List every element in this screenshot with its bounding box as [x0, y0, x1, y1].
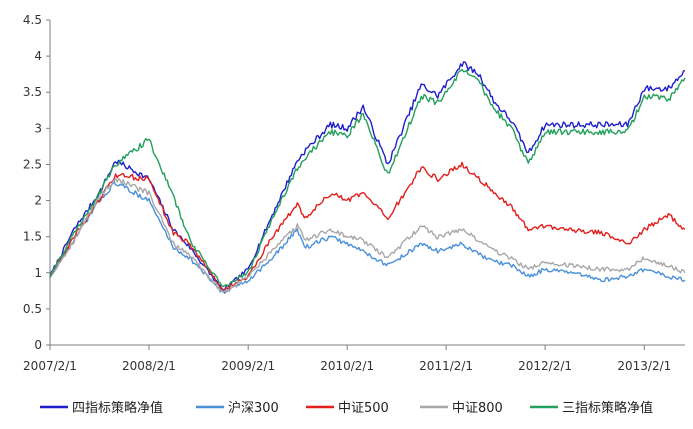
y-tick-label: 3.5 — [23, 85, 42, 99]
x-tick-label: 2013/2/1 — [617, 359, 671, 373]
x-tick-label: 2010/2/1 — [320, 359, 374, 373]
y-tick-label: 3 — [34, 121, 42, 135]
y-tick-label: 2.5 — [23, 157, 42, 171]
y-tick-label: 4.5 — [23, 13, 42, 27]
series-line — [49, 61, 686, 292]
chart-axes — [49, 20, 685, 346]
x-tick-label: 2011/2/1 — [419, 359, 473, 373]
x-tick-label: 2007/2/1 — [23, 359, 77, 373]
legend-label: 四指标策略净值 — [72, 400, 163, 416]
legend-label: 沪深300 — [228, 400, 279, 416]
series-line — [49, 177, 686, 293]
x-tick-label: 2012/2/1 — [518, 359, 572, 373]
series-line — [49, 180, 686, 294]
legend: 四指标策略净值 沪深300 中证500 中证800 三指标策略净值 — [40, 400, 653, 416]
y-tick-label: 0 — [34, 338, 42, 352]
y-tick-label: 1.5 — [23, 230, 42, 244]
legend-label: 三指标策略净值 — [562, 400, 653, 416]
legend-label: 中证500 — [338, 401, 389, 416]
series-line — [49, 161, 686, 293]
y-tick-label: 1 — [34, 266, 42, 280]
legend-label: 中证800 — [452, 401, 503, 416]
x-tick-labels: 2007/2/1 2008/2/1 2009/2/1 2010/2/1 2011/2/1… — [23, 345, 671, 373]
y-tick-labels: 0 0.5 1 1.5 2 2.5 3 3.5 4 4.5 — [23, 13, 50, 352]
series-line — [49, 68, 686, 288]
y-tick-label: 0.5 — [23, 302, 42, 316]
y-tick-label: 2 — [34, 194, 42, 208]
series-lines — [49, 61, 686, 294]
x-tick-label: 2009/2/1 — [221, 359, 275, 373]
x-tick-label: 2008/2/1 — [122, 359, 176, 373]
y-tick-label: 4 — [34, 49, 42, 63]
